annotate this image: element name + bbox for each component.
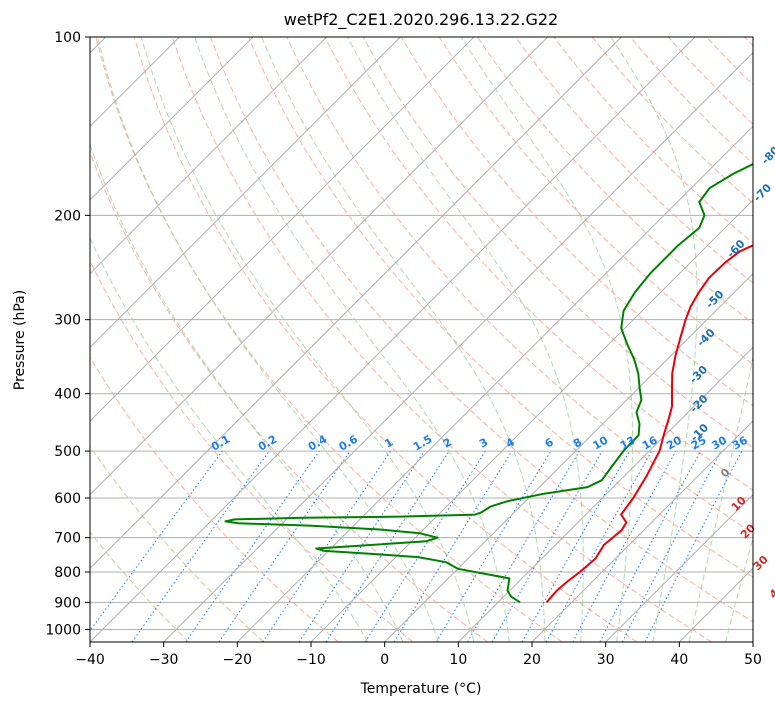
y-tick-label: 900 bbox=[54, 595, 81, 611]
x-tick-label: 10 bbox=[449, 652, 467, 668]
x-tick-label: 0 bbox=[380, 652, 389, 668]
dry-adiabat-line bbox=[438, 37, 753, 366]
moist-adiabat-line bbox=[261, 37, 546, 642]
moist-adiabat-line bbox=[97, 37, 439, 642]
isotherm-line bbox=[310, 199, 753, 642]
mixing-ratio-line bbox=[521, 450, 630, 642]
x-tick-label: 50 bbox=[744, 652, 762, 668]
x-tick-label: −40 bbox=[75, 652, 105, 668]
y-tick-label: 800 bbox=[54, 565, 81, 581]
dry-adiabat-line bbox=[133, 37, 638, 642]
mixing-ratio-line bbox=[185, 450, 320, 642]
y-tick-label: 300 bbox=[54, 313, 81, 329]
chart-title: wetPf2_C2E1.2020.296.13.22.G22 bbox=[284, 10, 558, 30]
plot-frame bbox=[89, 36, 754, 643]
moist-adiabat-line bbox=[140, 37, 475, 642]
moist-adiabat-line bbox=[90, 236, 369, 642]
dry-adiabat-line bbox=[210, 37, 753, 623]
isotherm-line bbox=[90, 37, 328, 275]
x-tick-label: −30 bbox=[149, 652, 179, 668]
y-tick-label: 500 bbox=[54, 444, 81, 460]
pressure-gridlines bbox=[90, 37, 753, 630]
isotherm-line bbox=[457, 346, 753, 642]
isotherm-line bbox=[90, 37, 254, 201]
x-tick-label: 40 bbox=[670, 652, 688, 668]
dry-adiabat-line bbox=[90, 445, 264, 642]
plot-background bbox=[90, 37, 753, 642]
isotherm-line bbox=[90, 37, 696, 642]
x-tick-label: 30 bbox=[597, 652, 615, 668]
dry-adiabat-line bbox=[400, 37, 753, 407]
x-tick-label: −20 bbox=[223, 652, 253, 668]
dry-adiabat-line bbox=[248, 37, 753, 578]
moist-adiabat-label: 40 bbox=[767, 581, 775, 601]
dry-adiabat-label: -80 bbox=[759, 144, 775, 167]
moist-adiabat-line bbox=[90, 142, 404, 642]
isotherm-line bbox=[605, 493, 753, 642]
mixing-ratio-lines bbox=[90, 450, 743, 642]
dry-adiabat-line bbox=[90, 150, 488, 642]
profile-series bbox=[224, 162, 753, 604]
profile-line bbox=[545, 244, 753, 603]
dry-adiabat-label: -70 bbox=[751, 181, 774, 204]
isotherm-line bbox=[531, 420, 753, 642]
dry-adiabat-line bbox=[90, 356, 339, 642]
isotherm-line bbox=[90, 37, 549, 496]
mixing-ratio-line bbox=[131, 450, 270, 642]
mixing-ratio-line bbox=[90, 450, 223, 632]
y-tick-label: 600 bbox=[54, 491, 81, 507]
isotherm-line bbox=[163, 51, 753, 642]
profile-line bbox=[224, 162, 753, 604]
mixing-ratio-line bbox=[262, 450, 392, 642]
isotherm-line bbox=[90, 37, 622, 570]
isotherm-line bbox=[752, 641, 753, 642]
y-tick-label: 400 bbox=[54, 387, 81, 403]
isotherm-line bbox=[384, 272, 753, 642]
mixing-ratio-line bbox=[572, 450, 677, 642]
x-tick-label: −10 bbox=[296, 652, 326, 668]
moist-adiabats bbox=[90, 37, 753, 642]
y-tick-label: 700 bbox=[54, 531, 81, 547]
mixing-ratio-line bbox=[393, 450, 513, 642]
isotherms bbox=[90, 37, 753, 642]
y-tick-label: 200 bbox=[54, 208, 81, 224]
dry-adiabat-line bbox=[515, 37, 753, 284]
moist-adiabat-line bbox=[610, 37, 698, 642]
y-tick-label: 100 bbox=[54, 30, 81, 46]
x-axis-ticks: −40 −30 −20 −10 0 10 20 30 40 50 bbox=[75, 642, 762, 668]
mixing-ratio-line bbox=[298, 450, 425, 642]
mixing-ratio-line bbox=[218, 450, 351, 642]
isotherm-line bbox=[90, 37, 475, 422]
mixing-ratio-line bbox=[325, 450, 450, 642]
y-axis-label: Pressure (hPa) bbox=[12, 290, 28, 390]
isotherm-line bbox=[90, 37, 401, 349]
y-tick-label: 1000 bbox=[45, 622, 81, 638]
y-axis-ticks: 100 200 300 400 500 600 700 800 900 1000 bbox=[45, 30, 90, 638]
mixing-ratio-line bbox=[644, 450, 743, 642]
moist-adiabat-line bbox=[347, 37, 584, 642]
x-axis-label: Temperature (°C) bbox=[360, 681, 482, 697]
isotherm-line bbox=[236, 125, 753, 642]
moist-adiabat-label: 30 bbox=[751, 553, 771, 573]
x-tick-label: 20 bbox=[523, 652, 541, 668]
dry-adiabat-line bbox=[90, 531, 190, 642]
